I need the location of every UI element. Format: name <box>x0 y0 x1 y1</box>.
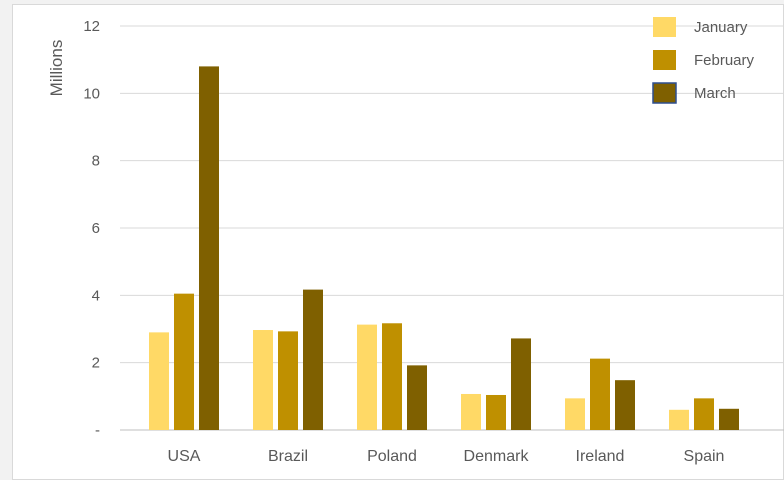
y-axis-label: Millions <box>47 40 66 97</box>
bar-february-spain <box>694 398 714 430</box>
bar-february-usa <box>174 293 194 430</box>
y-tick-label: 10 <box>83 85 100 102</box>
x-tick-label: Denmark <box>464 448 530 465</box>
bar-march-spain <box>719 408 739 430</box>
bar-february-poland <box>382 323 402 430</box>
legend-label: March <box>694 85 736 102</box>
y-tick-label: 2 <box>92 355 100 372</box>
bars <box>149 66 739 431</box>
bar-march-brazil <box>303 289 323 430</box>
legend: January February March <box>652 17 755 104</box>
bar-march-usa <box>199 66 219 431</box>
bar-march-ireland <box>615 380 635 430</box>
bar-february-ireland <box>590 358 610 430</box>
y-tick-label: 4 <box>92 287 100 304</box>
x-tick-label: Brazil <box>268 448 308 465</box>
bar-february-denmark <box>486 394 506 430</box>
x-tick-label: Spain <box>684 448 725 465</box>
bar-january-usa <box>149 332 169 430</box>
bar-march-poland <box>407 365 427 430</box>
legend-swatch <box>652 82 677 104</box>
x-tick-label: Ireland <box>576 448 625 465</box>
legend-label: February <box>694 52 755 69</box>
legend-swatch <box>653 17 676 37</box>
bar-january-poland <box>357 324 377 430</box>
bar-march-denmark <box>511 338 531 430</box>
bar-january-denmark <box>461 393 481 430</box>
bar-january-ireland <box>565 398 585 430</box>
legend-swatch <box>653 50 676 70</box>
x-tick-label: USA <box>168 448 201 465</box>
gridlines <box>120 25 784 431</box>
y-tick-label: - <box>95 422 100 439</box>
legend-label: January <box>694 19 748 36</box>
y-tick-label: 12 <box>83 18 100 35</box>
y-tick-label: 8 <box>92 153 100 170</box>
y-axis-ticks: - 2 4 6 8 10 12 <box>83 18 100 439</box>
y-tick-label: 6 <box>92 220 100 237</box>
x-axis-ticks: USA Brazil Poland Denmark Ireland Spain <box>168 448 725 465</box>
bar-january-spain <box>669 409 689 430</box>
x-tick-label: Poland <box>367 448 417 465</box>
bar-february-brazil <box>278 331 298 430</box>
bar-january-brazil <box>253 330 273 430</box>
